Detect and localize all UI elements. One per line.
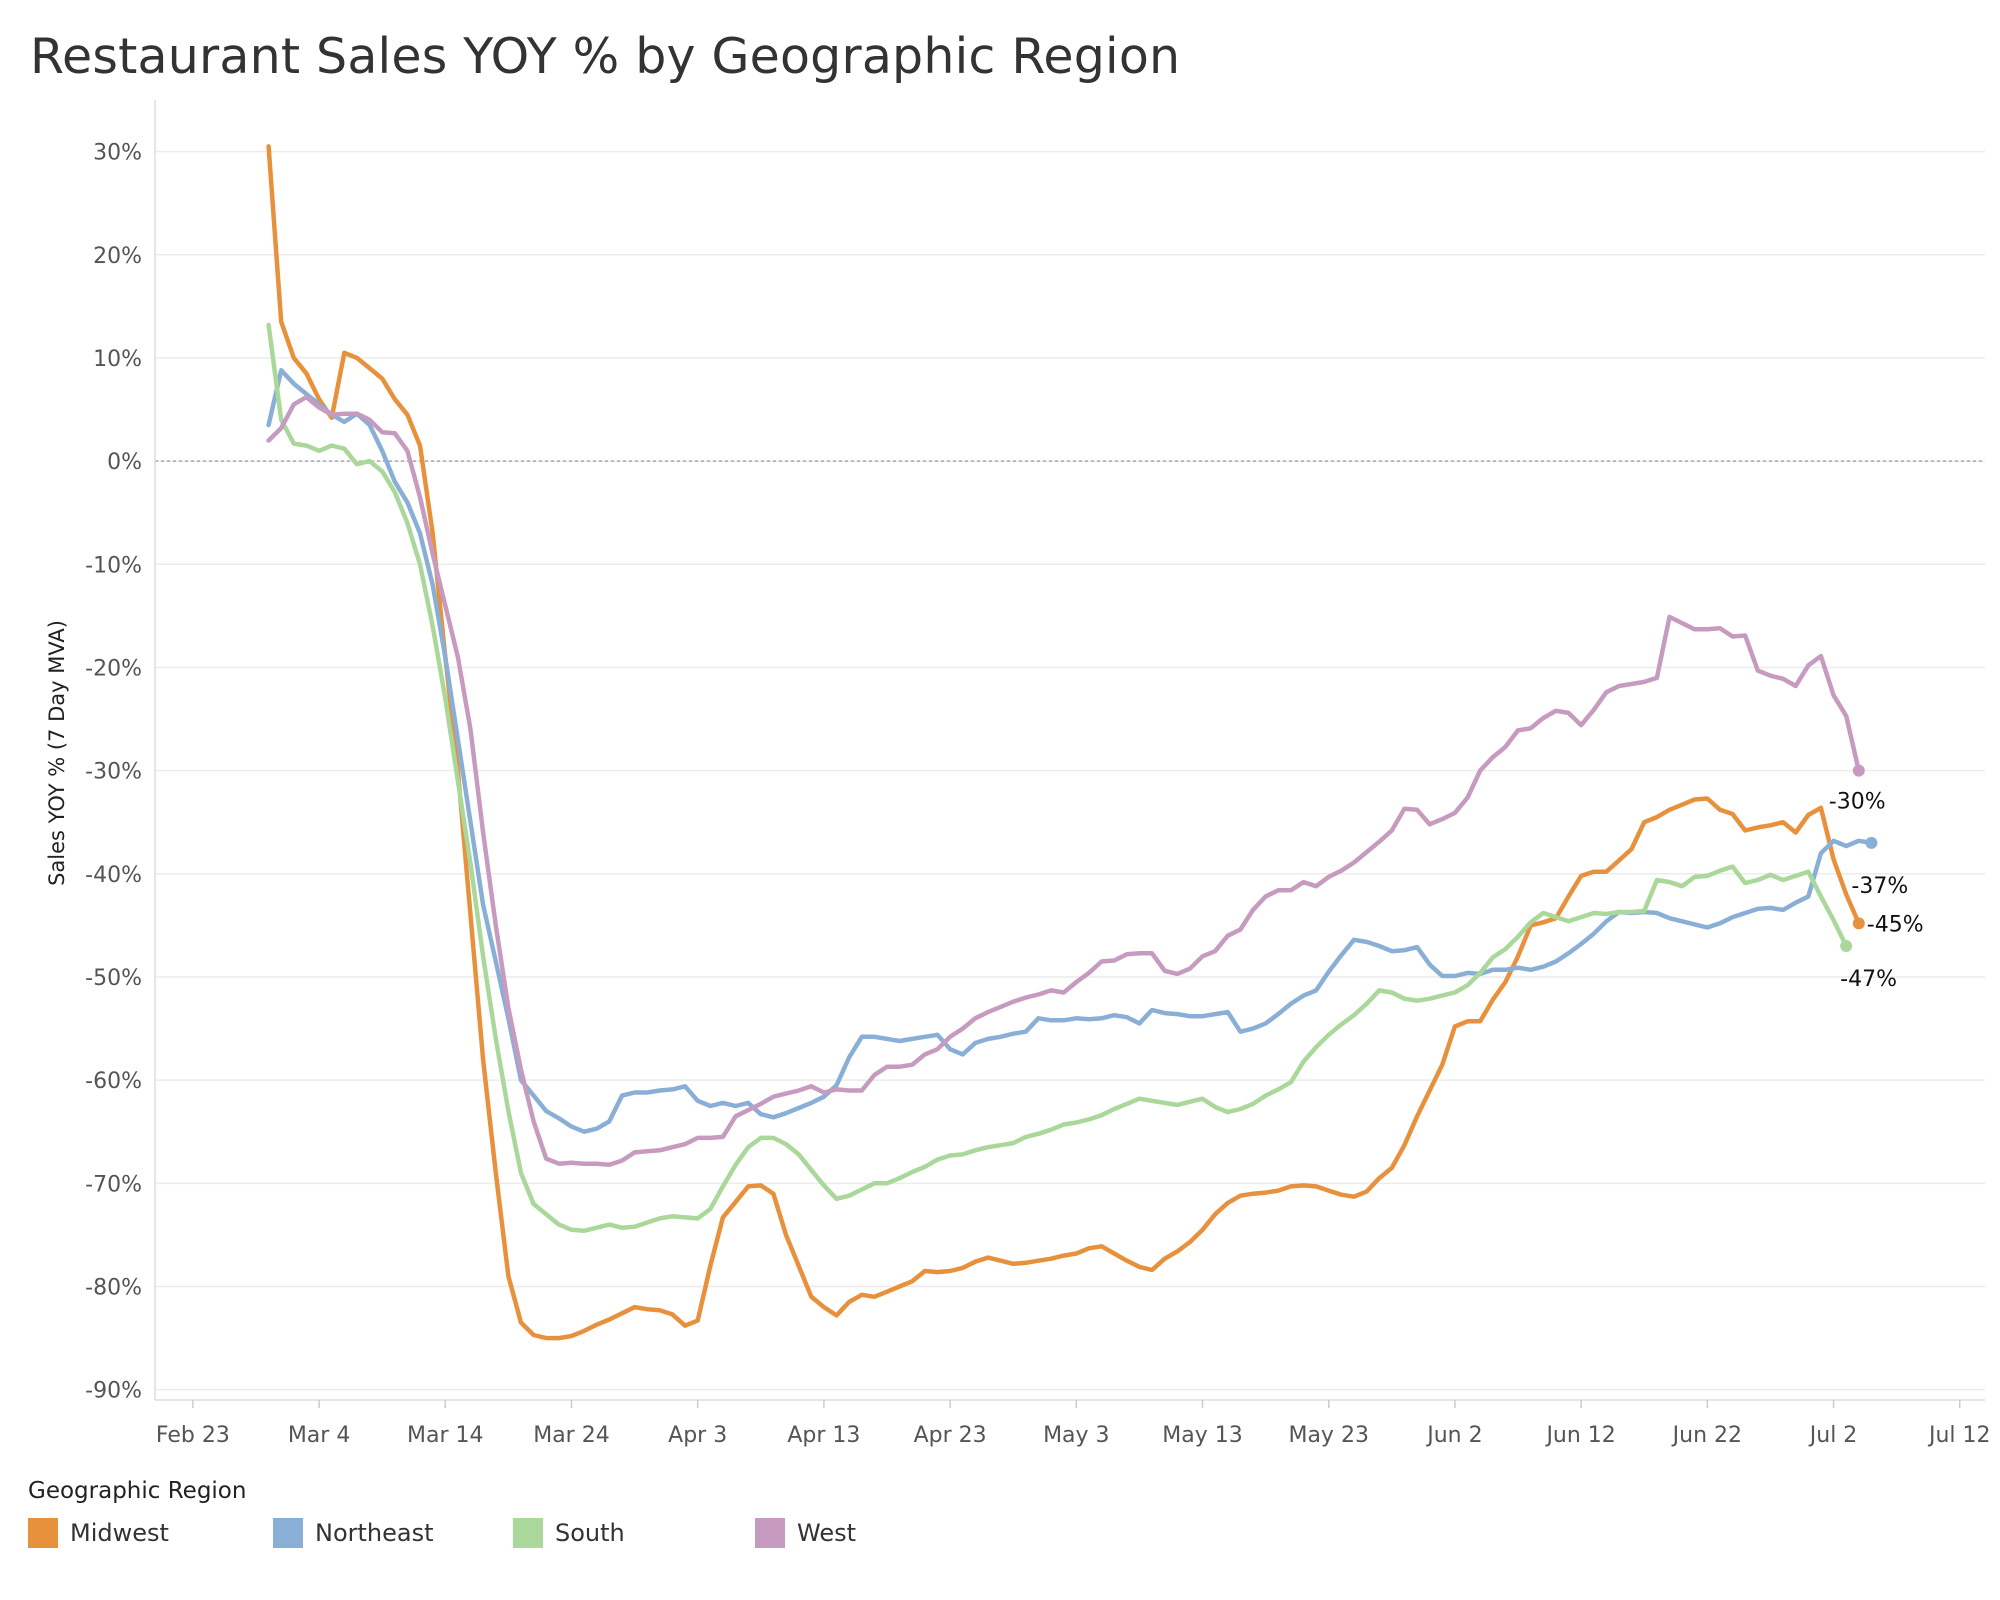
x-tick-label: Jul 12 (1927, 1423, 1991, 1448)
series-lines (266, 144, 1878, 1341)
series-line-northeast (266, 368, 1874, 1134)
x-tick-label: Mar 4 (288, 1423, 351, 1448)
y-tick-label: -80% (85, 1276, 142, 1301)
legend-swatch (273, 1518, 303, 1548)
legend-label: Midwest (70, 1519, 169, 1547)
x-tick-label: Apr 13 (787, 1423, 860, 1448)
x-tick-label: Jun 2 (1425, 1423, 1482, 1448)
y-tick-label: -50% (85, 966, 142, 991)
series-end-point-midwest (1852, 917, 1865, 930)
line-chart: 30% 20% 10% 0% -10% -20% -30% -40% -50% -60% -70% -… (45, 100, 1991, 1448)
legend-label: South (555, 1519, 625, 1547)
x-tick-label: May 23 (1288, 1423, 1368, 1448)
end-labels: -45% -37% -47% -30% (1829, 790, 1924, 992)
x-tick-label: Mar 24 (533, 1423, 610, 1448)
series-end-point-northeast (1865, 836, 1878, 849)
chart-title: Restaurant Sales YOY % by Geographic Reg… (30, 28, 1181, 85)
x-tick-label: Jun 22 (1671, 1423, 1742, 1448)
x-tick-label: Jul 2 (1808, 1423, 1858, 1448)
y-tick-label: -30% (85, 760, 142, 785)
series-end-point-west (1852, 764, 1865, 777)
y-tick-label: 10% (93, 347, 142, 372)
x-tick-label: Apr 3 (668, 1423, 727, 1448)
y-tick-label: 20% (93, 244, 142, 269)
x-tick-label: May 13 (1162, 1423, 1242, 1448)
series-line-west (266, 394, 1862, 1168)
end-label-northeast: -37% (1851, 874, 1908, 899)
y-tick-label: -70% (85, 1172, 142, 1197)
legend-item-west: West (755, 1518, 856, 1548)
end-label-west: -30% (1829, 790, 1886, 815)
y-tick-label: -10% (85, 553, 142, 578)
legend-label: Northeast (315, 1519, 434, 1547)
gridlines (155, 150, 1985, 1391)
legend-swatch (513, 1518, 543, 1548)
y-tick-label: -90% (85, 1379, 142, 1404)
end-label-midwest: -45% (1867, 912, 1924, 937)
y-tick-label: -40% (85, 863, 142, 888)
y-tick-label: 0% (107, 450, 142, 475)
legend-label: West (797, 1519, 857, 1547)
x-tick-label: May 3 (1043, 1423, 1109, 1448)
legend-swatch (755, 1518, 785, 1548)
series-line-midwest (266, 144, 1862, 1341)
x-tick-label: Apr 23 (914, 1423, 987, 1448)
legend-item-northeast: Northeast (273, 1518, 434, 1548)
y-tick-label: -60% (85, 1069, 142, 1094)
x-tick-label: Jun 12 (1544, 1423, 1615, 1448)
y-tick-label: -20% (85, 656, 142, 681)
legend-item-south: South (513, 1518, 625, 1548)
x-tick-label: Mar 14 (407, 1423, 484, 1448)
axes: 30% 20% 10% 0% -10% -20% -30% -40% -50% -60% -70% -… (85, 100, 1991, 1448)
legend-swatch (28, 1518, 58, 1548)
legend-item-midwest: Midwest (28, 1518, 169, 1548)
legend: Geographic Region Midwest Northeast South W… (28, 1478, 856, 1548)
series-line-south (266, 322, 1849, 1234)
y-axis-label: Sales YOY % (7 Day MVA) (45, 620, 69, 886)
y-tick-label: 30% (93, 141, 142, 166)
series-end-point-south (1840, 940, 1853, 953)
legend-title: Geographic Region (28, 1478, 247, 1504)
end-label-south: -47% (1840, 967, 1897, 992)
x-tick-label: Feb 23 (156, 1423, 230, 1448)
